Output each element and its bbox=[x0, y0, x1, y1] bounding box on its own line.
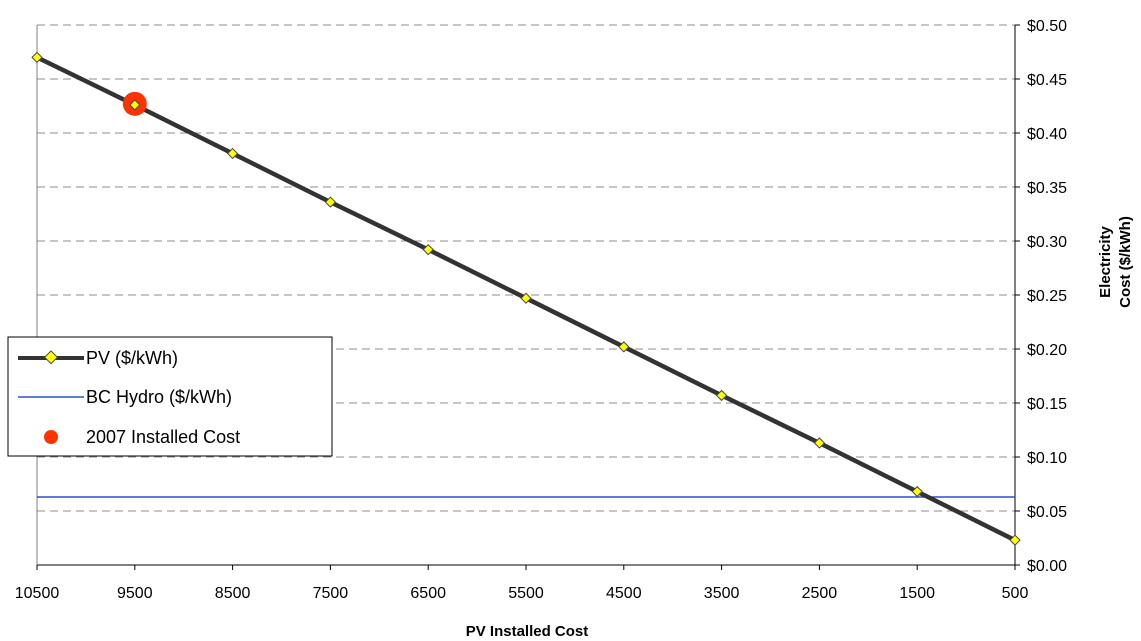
x-tick-label-7: 3500 bbox=[704, 585, 740, 602]
x-tick-label-1: 9500 bbox=[117, 585, 153, 602]
x-tick-label-4: 6500 bbox=[410, 585, 446, 602]
pv-marker-6 bbox=[618, 341, 630, 353]
y-tick-label-2: $0.10 bbox=[1027, 450, 1067, 467]
x-axis-title: PV Installed Cost bbox=[466, 623, 589, 640]
x-tick-label-8: 2500 bbox=[802, 585, 838, 602]
pv-marker-7 bbox=[715, 389, 728, 402]
y-tick-label-0: $0.00 bbox=[1027, 558, 1067, 575]
y-tick-label-7: $0.35 bbox=[1027, 180, 1067, 197]
plot-area bbox=[31, 51, 1021, 546]
pv-marker-3 bbox=[324, 196, 337, 208]
y-tick-label-8: $0.40 bbox=[1027, 126, 1067, 143]
pv-marker-10 bbox=[1009, 534, 1021, 546]
pv-marker-5 bbox=[520, 292, 532, 304]
pv-marker-4 bbox=[422, 243, 434, 256]
pv-marker-1 bbox=[129, 99, 141, 111]
legend-2007-marker bbox=[44, 430, 58, 444]
pv-marker-8 bbox=[813, 437, 826, 449]
legend: PV ($/kWh) BC Hydro ($/kWh) 2007 Install… bbox=[7, 336, 333, 457]
x-tick-label-0: 10500 bbox=[15, 585, 60, 602]
y-tick-label-10: $0.50 bbox=[1027, 18, 1067, 35]
pv-marker-2 bbox=[226, 147, 239, 160]
x-tick-label-6: 4500 bbox=[606, 585, 642, 602]
x-tick-label-10: 500 bbox=[1002, 585, 1029, 602]
x-tick-label-3: 7500 bbox=[313, 585, 349, 602]
x-tick-label-2: 8500 bbox=[215, 585, 251, 602]
legend-hydro-label: BC Hydro ($/kWh) bbox=[86, 387, 232, 407]
y-tick-label-5: $0.25 bbox=[1027, 288, 1067, 305]
x-tick-label-9: 1500 bbox=[899, 585, 935, 602]
y-tick-label-6: $0.30 bbox=[1027, 234, 1067, 251]
y-tick-label-9: $0.45 bbox=[1027, 72, 1067, 89]
y-tick-label-4: $0.20 bbox=[1027, 342, 1067, 359]
y-axis-title-line1: Electricity bbox=[1097, 225, 1114, 297]
x-tick-label-5: 5500 bbox=[508, 585, 544, 602]
y-axis-title-line2: Cost ($/kWh) bbox=[1117, 216, 1134, 308]
legend-2007-label: 2007 Installed Cost bbox=[86, 427, 240, 447]
axes bbox=[36, 24, 1020, 570]
y-tick-label-1: $0.05 bbox=[1027, 504, 1067, 521]
tick-labels: $0.00 $0.05 $0.10 $0.15 $0.20 $0.25 $0.30 $0.35… bbox=[15, 18, 1067, 602]
pv-marker-0 bbox=[31, 51, 43, 64]
legend-pv-marker bbox=[43, 350, 59, 365]
pv-marker-9 bbox=[911, 485, 923, 498]
y-tick-label-3: $0.15 bbox=[1027, 396, 1067, 413]
legend-pv-label: PV ($/kWh) bbox=[86, 348, 178, 368]
